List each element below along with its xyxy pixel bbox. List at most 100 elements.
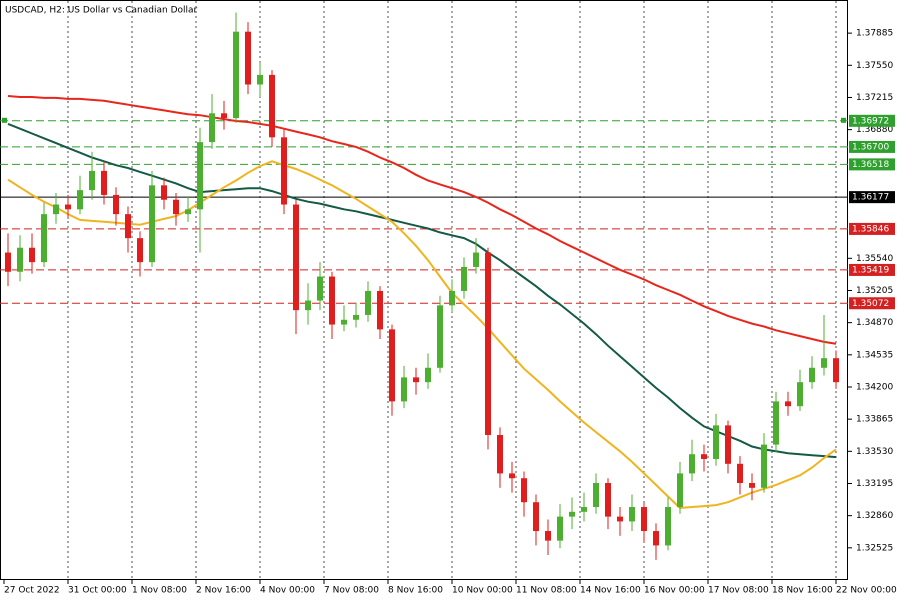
candle-body [677, 473, 683, 508]
candle-body [125, 214, 131, 239]
y-tick-label: 1.36880 [856, 125, 893, 135]
candle-body [89, 170, 95, 191]
y-tick-label: 1.34870 [856, 318, 893, 328]
candle-body [617, 516, 623, 522]
candle-body [53, 204, 59, 215]
level-tag [849, 114, 895, 127]
candle-body [629, 507, 635, 522]
x-tick-label: 2 Nov 16:00 [196, 586, 251, 596]
candle-body [521, 478, 527, 503]
candle-body [365, 290, 371, 315]
candle-body [101, 170, 107, 195]
y-tick-label: 1.33195 [856, 479, 893, 489]
moving-average-line [7, 95, 837, 345]
y-tick-label: 1.34200 [856, 382, 893, 392]
level-tag [849, 222, 895, 235]
y-tick-label: 1.37550 [856, 61, 893, 71]
level-tag-label: 1.36177 [852, 193, 889, 203]
plot-frame [0, 0, 848, 580]
y-tick-label: 1.34535 [856, 350, 893, 360]
x-tick-label: 22 Nov 00:00 [836, 586, 897, 596]
x-tick-label: 10 Nov 00:00 [452, 586, 513, 596]
candle-body [509, 473, 515, 479]
candle-body [137, 238, 143, 263]
candle-body [653, 531, 659, 546]
candle-body [161, 185, 167, 200]
level-tag-label: 1.36518 [852, 160, 889, 170]
candle-body [401, 377, 407, 402]
candle-body [281, 137, 287, 205]
level-tag-label: 1.35846 [852, 224, 889, 234]
candle-body [593, 483, 599, 508]
candle-body [245, 31, 251, 85]
candle-body [353, 314, 359, 320]
y-tick-label: 1.35540 [856, 254, 893, 264]
candle-body [533, 502, 539, 532]
candle-body [497, 435, 503, 474]
y-tick-label: 1.33865 [856, 415, 893, 425]
candle-body [725, 425, 731, 464]
y-tick-label: 1.33530 [856, 447, 893, 457]
candle-body [821, 358, 827, 368]
candle-body [437, 305, 443, 368]
candle-body [557, 516, 563, 541]
x-tick-label: 18 Nov 16:00 [772, 586, 833, 596]
y-tick-label: 1.32525 [856, 543, 893, 553]
candle-body [689, 454, 695, 474]
level-tag [849, 191, 895, 204]
candle-body [785, 401, 791, 407]
x-tick-label: 16 Nov 00:00 [644, 586, 705, 596]
candle-body [305, 300, 311, 311]
candle-body [809, 367, 815, 383]
level-tag-label: 1.35072 [852, 299, 889, 309]
candle-body [377, 290, 383, 330]
level-tag [849, 140, 895, 153]
candle-body [773, 401, 779, 445]
candle-body [749, 483, 755, 488]
y-tick-label: 1.37885 [856, 29, 893, 39]
level-tag [849, 263, 895, 276]
candle-body [29, 247, 35, 263]
x-tick-label: 27 Oct 2022 [4, 586, 60, 596]
candle-body [605, 483, 611, 517]
candle-body [5, 252, 11, 272]
candle-body [293, 204, 299, 311]
candle-body [185, 209, 191, 215]
candle-body [17, 247, 23, 272]
chart-title: USDCAD, H2: US Dollar vs Canadian Dollar [5, 6, 198, 16]
candle-body [461, 266, 467, 291]
candle-body [173, 199, 179, 215]
candle-body [761, 444, 767, 488]
candle-body [341, 319, 347, 325]
level-handle [841, 117, 846, 123]
y-tick-label: 1.32860 [856, 511, 893, 521]
level-handle [2, 117, 7, 123]
candle-body [413, 377, 419, 383]
x-tick-label: 11 Nov 08:00 [516, 586, 577, 596]
candle-body [665, 507, 671, 546]
y-tick-label: 1.37215 [856, 93, 893, 103]
candle-body [581, 507, 587, 512]
candle-body [41, 214, 47, 263]
candle-body [197, 142, 203, 210]
candle-body [485, 252, 491, 435]
candle-body [449, 290, 455, 306]
candle-body [833, 358, 839, 383]
candle-body [545, 531, 551, 541]
candle-body [329, 276, 335, 325]
candle-body [233, 31, 239, 119]
candle-body [317, 276, 323, 301]
candle-body [569, 511, 575, 517]
candle-body [641, 507, 647, 532]
candle-body [713, 425, 719, 460]
x-tick-label: 17 Nov 08:00 [708, 586, 769, 596]
candle-body [701, 454, 707, 460]
x-tick-label: 8 Nov 16:00 [388, 586, 443, 596]
candle-body [389, 329, 395, 402]
candle-body [257, 74, 263, 85]
candle-body [269, 74, 275, 138]
candle-body [737, 463, 743, 484]
x-tick-label: 4 Nov 00:00 [260, 586, 315, 596]
level-tag-label: 1.35419 [852, 265, 889, 275]
candle-body [209, 113, 215, 143]
